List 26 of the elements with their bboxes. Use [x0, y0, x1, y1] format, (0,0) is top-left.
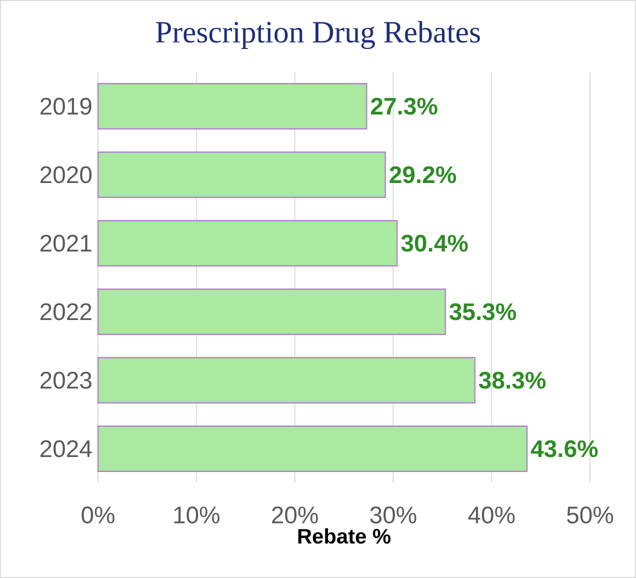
bar	[97, 220, 398, 266]
data-label: 38.3%	[478, 372, 546, 389]
bar	[97, 152, 386, 198]
bar	[97, 357, 476, 404]
x-tick-label: 10%	[174, 506, 220, 524]
data-label: 43.6%	[530, 440, 598, 458]
x-tick-label: 40%	[468, 506, 515, 524]
data-label: 30.4%	[401, 234, 468, 252]
x-axis-title: Rebate %	[298, 528, 391, 544]
y-tick-label: 2020	[40, 166, 92, 184]
bar	[97, 426, 528, 472]
x-tick-label: 0%	[82, 506, 114, 524]
y-tick-label: 2022	[40, 303, 92, 320]
data-label: 27.3%	[370, 98, 438, 115]
chart-title: Prescription Drug Rebates	[156, 20, 480, 50]
y-tick-label: 2023	[40, 372, 92, 389]
bar	[97, 288, 446, 335]
y-tick-label: 2021	[40, 234, 92, 252]
y-tick-label: 2019	[40, 98, 92, 115]
x-tick-label: 30%	[370, 506, 416, 524]
data-label: 29.2%	[390, 166, 456, 184]
bar	[97, 83, 368, 130]
data-label: 35.3%	[449, 303, 516, 320]
x-tick-label: 50%	[567, 506, 614, 524]
x-tick-label: 20%	[272, 506, 318, 524]
y-tick-label: 2024	[40, 440, 92, 458]
